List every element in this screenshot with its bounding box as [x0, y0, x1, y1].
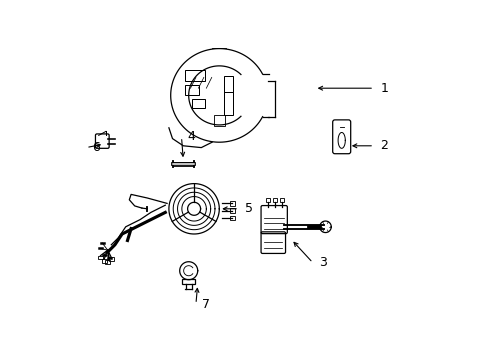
- Bar: [223, 76, 232, 92]
- Text: 3: 3: [318, 256, 326, 269]
- Bar: [102, 259, 106, 263]
- Bar: [265, 198, 269, 202]
- Bar: [230, 216, 235, 220]
- Bar: [185, 85, 199, 95]
- Bar: [105, 260, 110, 264]
- Bar: [213, 115, 224, 126]
- Text: 7: 7: [202, 298, 209, 311]
- Bar: [230, 201, 235, 206]
- Text: 6: 6: [92, 141, 100, 154]
- Text: 1: 1: [380, 82, 387, 95]
- Text: 5: 5: [244, 202, 253, 215]
- Bar: [185, 70, 204, 81]
- Bar: [230, 208, 235, 213]
- Bar: [192, 99, 204, 108]
- Bar: [182, 279, 195, 284]
- Bar: [108, 257, 114, 261]
- Bar: [223, 92, 232, 115]
- Bar: [280, 198, 284, 202]
- Bar: [272, 198, 277, 202]
- Text: 2: 2: [380, 139, 387, 152]
- Bar: [98, 256, 103, 259]
- Text: 4: 4: [187, 130, 195, 143]
